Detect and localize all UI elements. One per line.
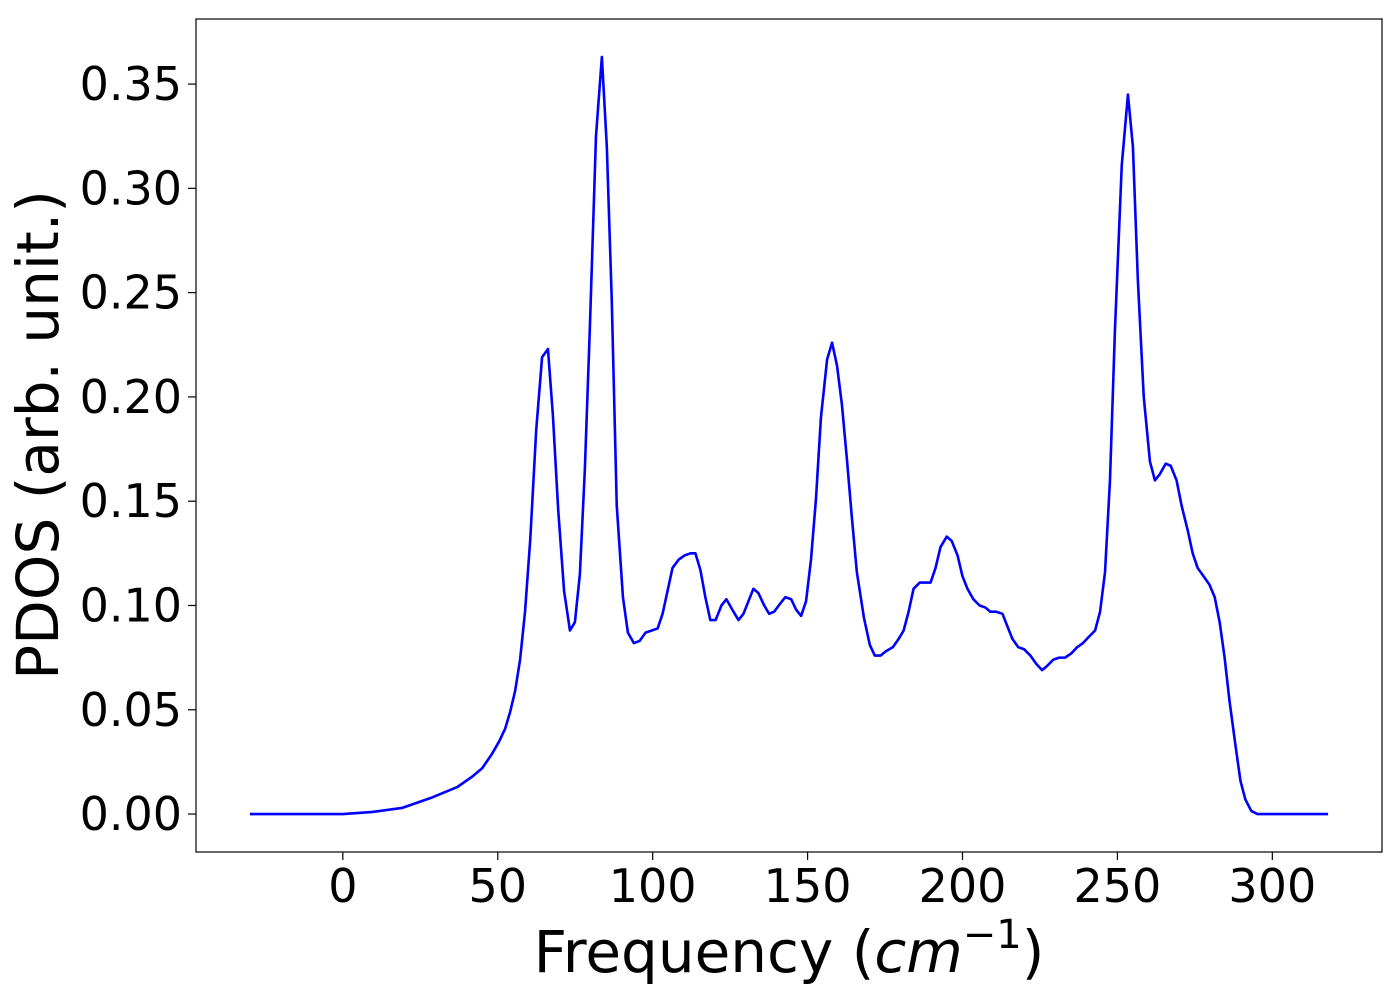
y-tick-label: 0.15 bbox=[80, 474, 182, 528]
y-tick-label: 0.00 bbox=[80, 787, 182, 841]
x-tick-label: 300 bbox=[1228, 859, 1316, 913]
line bbox=[249, 55, 1329, 816]
x-tick-label: 200 bbox=[919, 859, 1007, 913]
x-axis-label: Frequency (cm−1) bbox=[534, 912, 1045, 986]
y-tick-label: 0.25 bbox=[80, 266, 182, 320]
y-tick-label: 0.10 bbox=[80, 578, 182, 632]
x-label-text: ) bbox=[1022, 918, 1045, 986]
x-tick-label: 0 bbox=[328, 859, 357, 913]
y-tick-label: 0.20 bbox=[80, 370, 182, 424]
y-tick-label: 0.05 bbox=[80, 683, 182, 737]
x-label-sup: −1 bbox=[963, 912, 1022, 958]
y-axis-label: PDOS (arb. unit.) bbox=[4, 190, 72, 680]
x-tick-label: 250 bbox=[1074, 859, 1162, 913]
y-tick-label: 0.30 bbox=[80, 161, 182, 215]
plot-frame bbox=[195, 18, 1383, 853]
x-label-text: Frequency ( bbox=[534, 918, 875, 986]
y-tick-label: 0.35 bbox=[80, 57, 182, 111]
x-tick-label: 150 bbox=[764, 859, 852, 913]
x-tick-label: 100 bbox=[609, 859, 697, 913]
x-label-math: cm bbox=[874, 918, 962, 986]
x-tick-label: 50 bbox=[468, 859, 527, 913]
